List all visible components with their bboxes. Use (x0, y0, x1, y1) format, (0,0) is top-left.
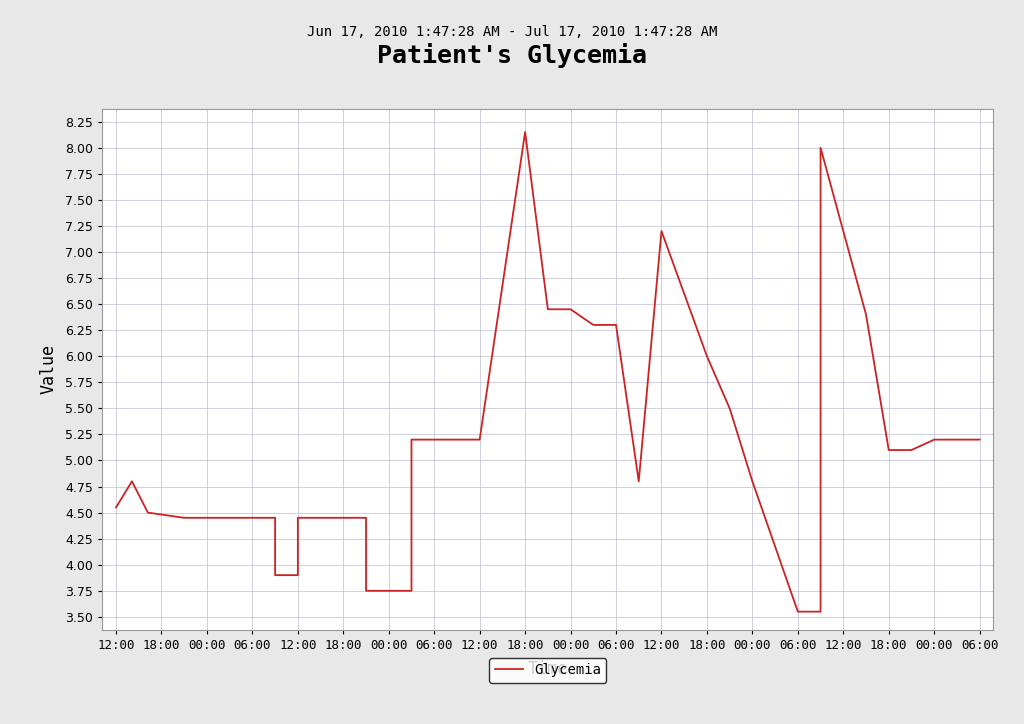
Glycemia (178, 513, 190, 522)
Glycemia (746, 477, 759, 486)
Glycemia (610, 321, 623, 329)
Glycemia (359, 586, 372, 595)
Glycemia (905, 446, 918, 455)
Glycemia (883, 446, 895, 455)
Glycemia (110, 503, 122, 512)
Glycemia (542, 305, 554, 313)
Glycemia (814, 607, 826, 616)
X-axis label: Time: Time (527, 660, 568, 678)
Glycemia (792, 607, 804, 616)
Glycemia (473, 435, 485, 444)
Text: Patient's Glycemia: Patient's Glycemia (377, 43, 647, 69)
Legend: Glycemia: Glycemia (489, 658, 606, 683)
Glycemia (633, 477, 645, 486)
Glycemia (359, 513, 372, 522)
Glycemia (860, 310, 872, 319)
Glycemia (928, 435, 940, 444)
Glycemia (724, 404, 736, 413)
Glycemia (246, 513, 258, 522)
Glycemia (519, 127, 531, 136)
Glycemia (655, 227, 668, 235)
Line: Glycemia: Glycemia (116, 132, 980, 612)
Glycemia (292, 571, 304, 579)
Glycemia (269, 513, 282, 522)
Glycemia (201, 513, 213, 522)
Glycemia (126, 477, 138, 486)
Glycemia (564, 305, 577, 313)
Glycemia (141, 508, 154, 517)
Glycemia (269, 571, 282, 579)
Glycemia (406, 586, 418, 595)
Glycemia (292, 513, 304, 522)
Y-axis label: Value: Value (39, 344, 57, 395)
Glycemia (314, 513, 327, 522)
Glycemia (974, 435, 986, 444)
Glycemia (406, 435, 418, 444)
Glycemia (587, 321, 599, 329)
Glycemia (814, 143, 826, 152)
Glycemia (700, 352, 713, 361)
Text: Jun 17, 2010 1:47:28 AM - Jul 17, 2010 1:47:28 AM: Jun 17, 2010 1:47:28 AM - Jul 17, 2010 1… (307, 25, 717, 39)
